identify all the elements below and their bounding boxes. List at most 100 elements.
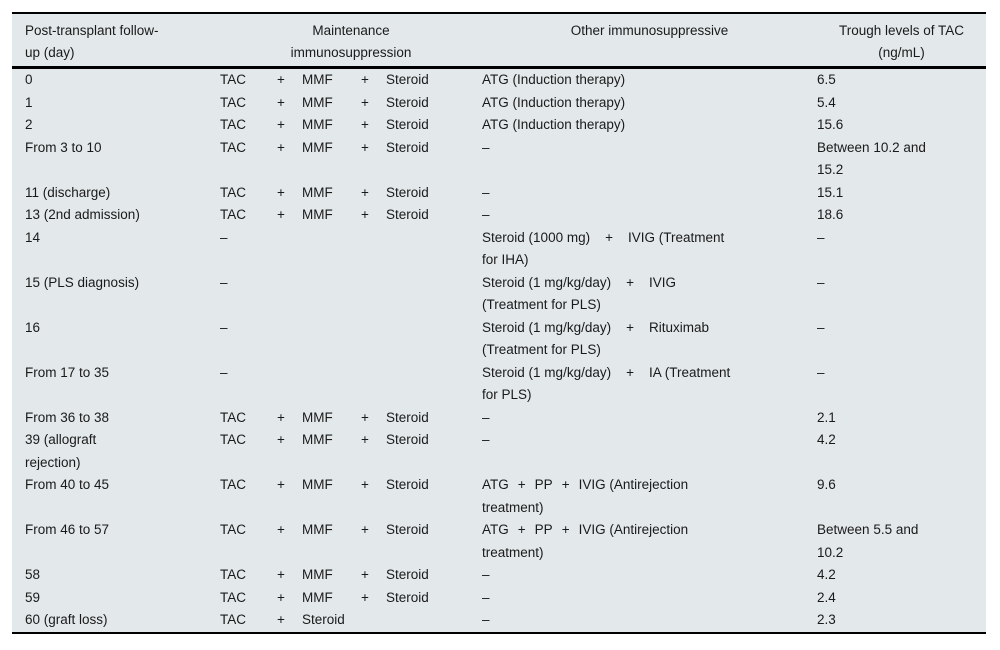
cell-day: 15 (PLS diagnosis)	[25, 274, 140, 290]
table-row: 11 (discharge) TAC + MMF + Steroid – 15.1	[12, 182, 986, 205]
cell-trough-level: –	[817, 364, 825, 380]
cell-other-immunosuppressive: –	[482, 612, 490, 627]
cell-maintenance-drug	[386, 609, 482, 633]
cell-plus	[359, 227, 386, 272]
cell-trough-level: 2.4	[817, 589, 836, 605]
table-row: 0 TAC + MMF + Steroid ATG (Induction therapy) 6…	[12, 68, 986, 92]
cell-other-immunosuppressive: –	[482, 432, 490, 447]
cell-other-immunosuppressive: –	[482, 567, 490, 582]
cell-plus	[359, 362, 386, 407]
cell-trough-level: 4.2	[817, 567, 836, 582]
cell-maintenance-drug: Steroid	[386, 477, 429, 492]
cell-maintenance-drug: Steroid	[386, 117, 429, 132]
cell-maintenance-drug: MMF	[302, 432, 333, 447]
cell-plus: +	[277, 612, 285, 627]
plus-separator: +	[626, 274, 634, 290]
cell-plus: +	[361, 589, 369, 605]
cell-maintenance-drug: MMF	[302, 207, 333, 222]
cell-other-immunosuppressive: Steroid (1000 mg) + IVIG (Treatment for IHA…	[482, 227, 817, 272]
cell-maintenance-drug: Steroid	[302, 612, 345, 627]
cell-trough-level: 2.1	[817, 409, 836, 425]
cell-maintenance-drug: TAC	[220, 567, 246, 582]
cell-plus: +	[277, 432, 285, 447]
cell-plus: +	[277, 207, 285, 222]
cell-other-immunosuppressive: ATG (Induction therapy)	[482, 72, 626, 87]
cell-day: 60 (graft loss)	[25, 612, 108, 627]
cell-maintenance-drug	[302, 362, 359, 407]
cell-plus: +	[361, 477, 369, 492]
cell-other-immunosuppressive: –	[482, 139, 490, 155]
cell-day: From 17 to 35	[25, 364, 110, 380]
cell-day: From 36 to 38	[25, 409, 110, 425]
plus-separator: +	[626, 364, 634, 380]
cell-maintenance-drug: Steroid	[386, 522, 429, 537]
table-row: 13 (2nd admission) TAC + MMF + Steroid – 18.6	[12, 204, 986, 227]
cell-other-immunosuppressive: –	[482, 409, 490, 425]
cell-maintenance-drug: Steroid	[386, 589, 429, 605]
cell-other-immunosuppressive: Steroid (1 mg/kg/day) + Rituximab (Treatmen…	[482, 317, 817, 362]
table-body: 0 TAC + MMF + Steroid ATG (Induction therapy) 6…	[12, 68, 986, 633]
cell-maintenance-drug	[302, 227, 359, 272]
cell-maintenance-drug: MMF	[302, 522, 333, 537]
cell-day: 16	[25, 319, 41, 335]
cell-plus	[275, 227, 302, 272]
cell-maintenance-drug: Steroid	[386, 432, 429, 447]
cell-plus: +	[361, 567, 369, 582]
cell-trough-level: 6.5	[817, 72, 836, 87]
plus-separator: +	[605, 229, 613, 245]
table-row: 2 TAC + MMF + Steroid ATG (Induction therapy) 1…	[12, 114, 986, 137]
cell-maintenance-drug: TAC	[220, 612, 246, 627]
plus-separator: +	[517, 477, 526, 492]
cell-trough-level: –	[817, 229, 825, 245]
header-trough-levels: Trough levels of TAC (ng/mL)	[817, 13, 987, 69]
cell-plus: +	[277, 139, 285, 155]
cell-maintenance-drug: Steroid	[386, 139, 429, 155]
table-row: From 3 to 10 TAC + MMF + Steroid – Between 10.2…	[12, 137, 986, 182]
cell-day: 0	[25, 72, 33, 87]
cell-trough-level: Between 10.2 and 15.2	[817, 139, 926, 178]
cell-maintenance-drug: –	[220, 364, 228, 380]
cell-maintenance-drug: TAC	[220, 117, 246, 132]
cell-maintenance-drug: Steroid	[386, 409, 429, 425]
cell-maintenance-drug: MMF	[302, 567, 333, 582]
table-row: 1 TAC + MMF + Steroid ATG (Induction therapy) 5…	[12, 92, 986, 115]
cell-plus: +	[361, 139, 369, 155]
cell-plus: +	[277, 567, 285, 582]
cell-plus: +	[277, 72, 285, 87]
cell-other-immunosuppressive: –	[482, 589, 490, 605]
cell-trough-level: 15.6	[817, 117, 844, 132]
plus-separator: +	[626, 319, 634, 335]
cell-plus: +	[361, 432, 369, 447]
table-row: 39 (allograft rejection) TAC + MMF + Steroid – 4…	[12, 429, 986, 474]
plus-separator: +	[561, 477, 570, 492]
cell-other-immunosuppressive: ATG + PP + IVIG (Antirejection treatment)	[482, 474, 817, 519]
cell-maintenance-drug: MMF	[302, 117, 333, 132]
cell-plus: +	[277, 94, 285, 110]
cell-plus	[359, 317, 386, 362]
cell-maintenance-drug: Steroid	[386, 94, 429, 110]
table-row: From 36 to 38 TAC + MMF + Steroid – 2.1	[12, 407, 986, 430]
immunosuppression-table: Post-transplant follow- up (day) Mainten…	[12, 12, 987, 634]
cell-maintenance-drug: Steroid	[386, 72, 429, 87]
cell-other-immunosuppressive: ATG + PP + IVIG (Antirejection treatment)	[482, 519, 817, 564]
cell-maintenance-drug: MMF	[302, 72, 333, 87]
cell-plus: +	[361, 522, 369, 537]
cell-day: 13 (2nd admission)	[25, 207, 140, 222]
header-post-transplant-day: Post-transplant follow- up (day)	[12, 13, 220, 69]
table-row: 15 (PLS diagnosis) – Steroid (1 mg/kg/day)…	[12, 272, 986, 317]
cell-plus: +	[277, 184, 285, 200]
cell-maintenance-drug: MMF	[302, 184, 333, 200]
cell-maintenance-drug: –	[220, 274, 228, 290]
cell-maintenance-drug: TAC	[220, 589, 246, 605]
cell-maintenance-drug: TAC	[220, 477, 246, 492]
cell-maintenance-drug: TAC	[220, 207, 246, 222]
table-row: From 46 to 57 TAC + MMF + Steroid ATG + PP + IVIG …	[12, 519, 986, 564]
cell-trough-level: –	[817, 274, 825, 290]
cell-plus: +	[277, 522, 285, 537]
cell-plus: +	[361, 409, 369, 425]
cell-plus: +	[361, 72, 369, 87]
cell-plus: +	[277, 409, 285, 425]
cell-maintenance-drug: MMF	[302, 139, 333, 155]
cell-day: 11 (discharge)	[25, 184, 111, 200]
